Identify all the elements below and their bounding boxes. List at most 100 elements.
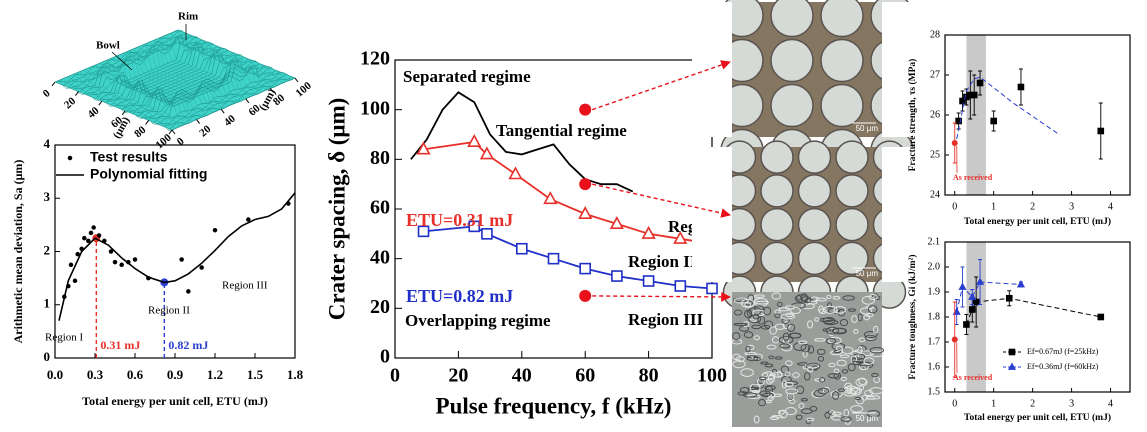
highlight-point bbox=[579, 178, 591, 190]
scale-bar-label: 50 μm bbox=[856, 414, 879, 423]
crater bbox=[821, 40, 863, 82]
reference-label: 0.82 mJ bbox=[168, 338, 208, 352]
data-point bbox=[482, 229, 492, 239]
reference-label: 0.31 mJ bbox=[100, 338, 140, 352]
crater bbox=[799, 242, 831, 274]
x-tick-label: 3 bbox=[1069, 201, 1074, 212]
crater bbox=[761, 141, 793, 173]
data-point bbox=[87, 239, 91, 243]
scale-bar-label: 50 μm bbox=[856, 124, 879, 133]
data-point bbox=[120, 263, 124, 267]
annotation: Region I bbox=[45, 332, 84, 344]
data-point bbox=[1098, 314, 1104, 320]
y-tick-label: 3 bbox=[44, 189, 51, 204]
y-axis-label: Fracture strength, τs (MPa) bbox=[907, 59, 918, 172]
x-tick-mark bbox=[99, 101, 102, 105]
data-point bbox=[200, 266, 204, 270]
crater bbox=[761, 175, 793, 207]
data-point bbox=[247, 218, 251, 222]
x-axis-label: Pulse frequency, f (kHz) bbox=[436, 393, 672, 418]
crater bbox=[771, 40, 813, 82]
x-tick-label: 4 bbox=[1108, 398, 1113, 409]
x-tick-label: 0 bbox=[952, 398, 957, 409]
as-received-point bbox=[952, 140, 958, 146]
crater bbox=[761, 242, 793, 274]
y-tick-mark bbox=[197, 120, 200, 124]
y-axis-label: Fracture toughness, Gi (kJ/m²) bbox=[907, 254, 918, 379]
data-point bbox=[1018, 281, 1024, 287]
y-tick-mark bbox=[246, 99, 249, 103]
y-tick-label: 1 bbox=[44, 296, 51, 311]
x-tick-label: 80 bbox=[132, 124, 149, 141]
x-tick-label: 100 bbox=[697, 365, 727, 387]
y-tick-mark bbox=[295, 78, 298, 82]
crater bbox=[821, 0, 863, 37]
y-tick-label: 100 bbox=[294, 79, 315, 99]
as-received-label: As received bbox=[953, 373, 993, 382]
y-tick-label: 2.1 bbox=[928, 236, 941, 247]
series-label: ETU=0.31 mJ bbox=[406, 210, 513, 230]
data-point bbox=[73, 279, 77, 283]
data-point bbox=[707, 283, 717, 293]
y-tick-label: 40 bbox=[222, 112, 239, 129]
y-tick-label: 40 bbox=[370, 246, 390, 268]
data-point bbox=[1018, 84, 1024, 90]
data-point bbox=[83, 236, 87, 240]
data-point bbox=[89, 231, 93, 235]
y-tick-label: 4 bbox=[44, 136, 51, 151]
x-tick-label: 1.5 bbox=[247, 367, 264, 382]
micrograph-crop bbox=[692, 2, 732, 137]
x-tick-label: 1 bbox=[991, 398, 996, 409]
data-point bbox=[549, 254, 559, 264]
series-line bbox=[966, 298, 1100, 324]
y-tick-label: 2.0 bbox=[928, 261, 941, 272]
data-point bbox=[187, 290, 191, 294]
data-point bbox=[675, 281, 685, 291]
y-tick-label: 2 bbox=[44, 242, 51, 257]
data-point bbox=[180, 258, 184, 262]
data-point bbox=[510, 168, 522, 179]
crater bbox=[836, 175, 868, 207]
data-point bbox=[92, 226, 96, 230]
y-tick-label: 1.7 bbox=[928, 336, 941, 347]
x-axis-label: Total energy per unit cell, ETU (mJ) bbox=[964, 216, 1111, 227]
annotation: Region II bbox=[148, 305, 190, 317]
y-tick-label: 80 bbox=[370, 147, 390, 169]
x-tick-label: 1 bbox=[991, 201, 996, 212]
page: {"chart_data": [ {"type": "surface", "co… bbox=[0, 0, 1147, 427]
series-label: ETU=0.82 mJ bbox=[406, 286, 513, 306]
data-point bbox=[69, 263, 73, 267]
y-tick-mark bbox=[221, 109, 224, 113]
scale-bar-label: 50 μm bbox=[856, 269, 879, 278]
annotation: Region III bbox=[222, 280, 268, 292]
data-point bbox=[1098, 128, 1104, 134]
x-tick-label: 60 bbox=[575, 365, 595, 387]
y-tick-label: 120 bbox=[360, 48, 390, 70]
y-axis-label: Arithmetic mean deviation, Sa (μm) bbox=[11, 160, 25, 344]
x-tick-label: 0.9 bbox=[167, 367, 184, 382]
data-point bbox=[964, 322, 970, 328]
annotation: Overlapping regime bbox=[405, 311, 551, 330]
as-received-label: As received bbox=[953, 173, 993, 182]
y-tick-label: 28 bbox=[930, 29, 940, 40]
legend-label: Ef=0.36mJ (f=60kHz) bbox=[1027, 362, 1099, 371]
y-axis-label: Crater spacing, δ (μm) bbox=[324, 98, 349, 321]
y-tick-label: 0 bbox=[44, 349, 51, 364]
highlight-point bbox=[579, 290, 591, 302]
data-point bbox=[580, 264, 590, 274]
x-tick-label: 0.3 bbox=[87, 367, 104, 382]
data-point bbox=[97, 234, 101, 238]
crater bbox=[799, 209, 831, 241]
crater bbox=[771, 0, 813, 37]
x-tick-label: 40 bbox=[512, 365, 532, 387]
data-point bbox=[517, 244, 527, 254]
crater bbox=[761, 209, 793, 241]
data-point bbox=[1006, 295, 1012, 301]
y-tick-label: 1.8 bbox=[928, 311, 941, 322]
highlight-point bbox=[579, 104, 591, 116]
y-tick-mark bbox=[172, 130, 175, 134]
y-tick-label: 20 bbox=[197, 123, 214, 140]
series-line bbox=[59, 193, 295, 321]
data-point bbox=[969, 307, 975, 313]
